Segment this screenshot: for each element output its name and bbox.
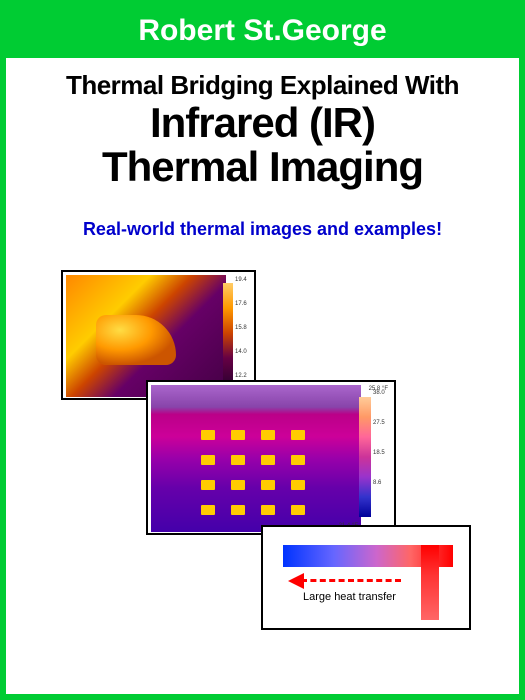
- subtitle: Real-world thermal images and examples!: [6, 219, 519, 240]
- window-icon: [291, 480, 305, 490]
- author-name: Robert St.George: [6, 14, 519, 48]
- images-area: 19.4 17.6 15.8 14.0 12.2: [6, 270, 519, 630]
- window-icon: [201, 430, 215, 440]
- author-bar: Robert St.George: [6, 6, 519, 58]
- title-line-3: Thermal Imaging: [16, 145, 509, 189]
- window-icon: [291, 430, 305, 440]
- scale-val: 19.4: [235, 277, 247, 283]
- window-icon: [201, 455, 215, 465]
- book-cover: Robert St.George Thermal Bridging Explai…: [0, 0, 525, 700]
- scale-labels-2: 38.0 27.5 18.5 8.6: [373, 390, 385, 510]
- thermal-image-2-content: [151, 385, 361, 532]
- colorbar-2: [359, 397, 371, 517]
- scale-val: 18.5: [373, 450, 385, 456]
- diagram-content: Large heat transfer: [263, 527, 469, 628]
- window-icon: [231, 480, 245, 490]
- diagram-image-3: Large heat transfer: [261, 525, 471, 630]
- colorbar-1: [223, 283, 233, 383]
- window-icon: [291, 505, 305, 515]
- thermal-image-2: 25.8 °F 38.0 27.5 18.5 8.6 -21.4 °F: [146, 380, 396, 535]
- window-icon: [201, 505, 215, 515]
- diagram-label: Large heat transfer: [303, 591, 396, 603]
- window-icon: [201, 480, 215, 490]
- scale-val: 12.2: [235, 373, 247, 379]
- window-icon: [261, 455, 275, 465]
- title-line-2: Infrared (IR): [16, 101, 509, 145]
- arrow-line-icon: [301, 579, 401, 582]
- scale-val: 17.6: [235, 301, 247, 307]
- title-block: Thermal Bridging Explained With Infrared…: [6, 70, 519, 189]
- title-line-1: Thermal Bridging Explained With: [16, 70, 509, 101]
- window-icon: [261, 505, 275, 515]
- window-icon: [261, 480, 275, 490]
- thermal-scale-2: 38.0 27.5 18.5 8.6: [359, 385, 391, 532]
- thermal-hotspot: [96, 315, 176, 365]
- scale-val: 38.0: [373, 390, 385, 396]
- scale-val: 14.0: [235, 349, 247, 355]
- scale-val: 8.6: [373, 480, 385, 486]
- scale-val: 27.5: [373, 420, 385, 426]
- window-icon: [231, 455, 245, 465]
- gradient-bar-vertical: [421, 545, 439, 620]
- scale-val: 15.8: [235, 325, 247, 331]
- building-windows: [191, 415, 351, 532]
- window-icon: [231, 430, 245, 440]
- scale-labels-1: 19.4 17.6 15.8 14.0 12.2: [235, 277, 247, 397]
- window-icon: [231, 505, 245, 515]
- window-icon: [261, 430, 275, 440]
- thermal-scale-1: 19.4 17.6 15.8 14.0 12.2: [223, 275, 251, 397]
- window-icon: [291, 455, 305, 465]
- thermal-image-1-content: [66, 275, 226, 397]
